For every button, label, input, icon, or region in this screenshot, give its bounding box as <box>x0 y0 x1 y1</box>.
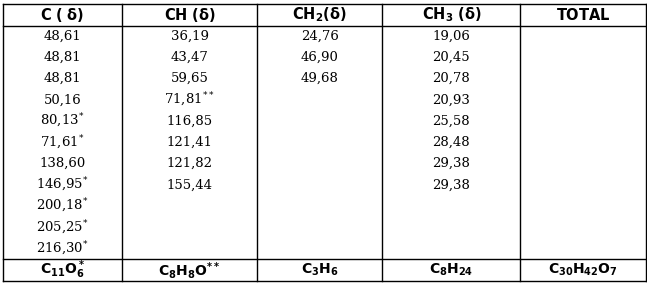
Text: 59,65: 59,65 <box>171 72 208 85</box>
Text: $\mathbf{C_8H_8O^{**}}$: $\mathbf{C_8H_8O^{**}}$ <box>159 260 221 281</box>
Text: 20,93: 20,93 <box>432 93 470 107</box>
Text: 71,81$^{**}$: 71,81$^{**}$ <box>164 91 215 109</box>
Text: 80,13$^{*}$: 80,13$^{*}$ <box>41 112 85 130</box>
Text: $\mathbf{CH\ (\delta)}$: $\mathbf{CH\ (\delta)}$ <box>164 6 215 24</box>
Text: 46,90: 46,90 <box>301 51 338 64</box>
Text: 121,82: 121,82 <box>166 157 213 170</box>
Text: 19,06: 19,06 <box>432 30 470 43</box>
Text: $\mathbf{TOTAL}$: $\mathbf{TOTAL}$ <box>556 7 610 23</box>
Text: 29,38: 29,38 <box>432 178 470 192</box>
Text: 116,85: 116,85 <box>166 115 213 128</box>
Text: 50,16: 50,16 <box>44 93 82 107</box>
Text: 20,45: 20,45 <box>433 51 470 64</box>
Text: 216,30$^{*}$: 216,30$^{*}$ <box>36 240 89 258</box>
Text: 29,38: 29,38 <box>432 157 470 170</box>
Text: $\mathbf{CH_2(\delta)}$: $\mathbf{CH_2(\delta)}$ <box>292 6 347 24</box>
Text: 146,95$^{*}$: 146,95$^{*}$ <box>36 176 89 194</box>
Text: 121,41: 121,41 <box>166 136 213 149</box>
Text: 48,81: 48,81 <box>44 51 82 64</box>
Text: $\mathbf{C_8H_{24}}$: $\mathbf{C_8H_{24}}$ <box>429 262 474 278</box>
Text: $\mathbf{C_3H_6}$: $\mathbf{C_3H_6}$ <box>301 262 338 278</box>
Text: 43,47: 43,47 <box>171 51 208 64</box>
Text: $\mathbf{CH_3\ (\delta)}$: $\mathbf{CH_3\ (\delta)}$ <box>422 6 481 24</box>
Text: 48,81: 48,81 <box>44 72 82 85</box>
Text: 49,68: 49,68 <box>301 72 338 85</box>
Text: 28,48: 28,48 <box>433 136 470 149</box>
Text: 36,19: 36,19 <box>171 30 208 43</box>
Text: $\mathbf{C_{30}H_{42}O_7}$: $\mathbf{C_{30}H_{42}O_7}$ <box>548 262 618 278</box>
Text: 205,25$^{*}$: 205,25$^{*}$ <box>36 219 89 237</box>
Text: 20,78: 20,78 <box>432 72 470 85</box>
Text: 24,76: 24,76 <box>301 30 338 43</box>
Text: 71,61$^{*}$: 71,61$^{*}$ <box>41 133 85 152</box>
Text: $\mathbf{C\ (\ \delta)}$: $\mathbf{C\ (\ \delta)}$ <box>41 6 85 24</box>
Text: 155,44: 155,44 <box>166 178 213 192</box>
Text: $\mathbf{C_{11}O_6^*}$: $\mathbf{C_{11}O_6^*}$ <box>40 259 85 281</box>
Text: 138,60: 138,60 <box>39 157 86 170</box>
Text: 25,58: 25,58 <box>433 115 470 128</box>
Text: 48,61: 48,61 <box>44 30 82 43</box>
Text: 200,18$^{*}$: 200,18$^{*}$ <box>36 197 89 215</box>
